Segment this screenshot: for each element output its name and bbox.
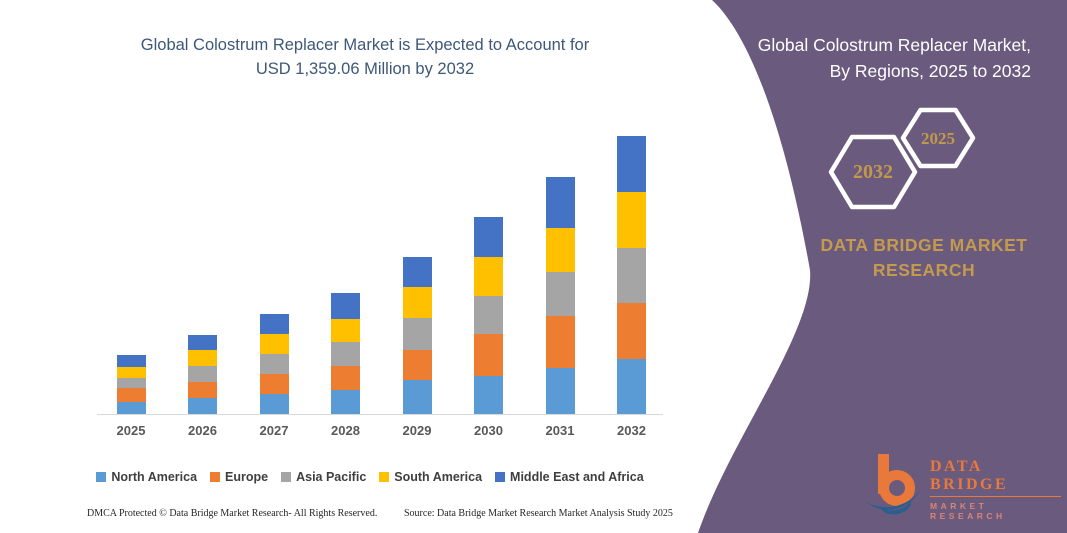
x-axis-label: 2026 (188, 423, 217, 438)
brand-text: DATA BRIDGE MARKET RESEARCH (814, 233, 1034, 283)
bar-segment (617, 191, 646, 248)
bar-segment (474, 216, 503, 258)
chart-title-line2: USD 1,359.06 Million by 2032 (255, 60, 475, 78)
legend: North America Europe Asia Pacific South Ame… (70, 470, 670, 484)
bar-2027 (259, 313, 289, 414)
bar-segment (259, 374, 289, 394)
hexagon-year-2025: 2025 (921, 129, 955, 148)
right-panel-curve (698, 0, 1067, 533)
footer-source: Source: Data Bridge Market Research Mark… (404, 508, 673, 519)
hexagon-2032-icon (828, 134, 918, 210)
bar-segment (545, 315, 575, 369)
legend-label: Middle East and Africa (510, 470, 644, 484)
brand-text-line1: DATA BRIDGE MARKET (820, 235, 1028, 255)
bar-segment (545, 176, 575, 228)
x-axis-label: 2027 (259, 423, 289, 438)
legend-item: South America (379, 470, 482, 484)
right-panel-title-line2: By Regions, 2025 to 2032 (829, 61, 1031, 81)
bar-segment (116, 401, 146, 414)
bar-segment (545, 272, 575, 316)
bar-2028 (331, 293, 360, 414)
bar-segment (402, 256, 432, 288)
x-axis-labels: 2025 2026 2027 2028 2029 2030 2031 2032 (97, 423, 663, 441)
chart-title: Global Colostrum Replacer Market is Expe… (60, 33, 670, 81)
logo-subtitle: MARKET RESEARCH (930, 501, 1006, 521)
legend-item: Middle East and Africa (495, 470, 644, 484)
logo-b-icon (866, 454, 924, 515)
bar-segment (188, 366, 217, 382)
bar-segment (188, 398, 217, 414)
bar-segment (331, 293, 360, 319)
dbmr-logo: DATA BRIDGE MARKET RESEARCH (866, 450, 1061, 522)
right-panel-title: Global Colostrum Replacer Market, By Reg… (701, 32, 1031, 84)
bar-segment (331, 341, 360, 366)
bar-segment (402, 349, 432, 381)
legend-swatch-icon (495, 472, 506, 482)
bar-segment (331, 318, 360, 342)
bar-segment (402, 287, 432, 319)
bar-segment (188, 381, 217, 399)
legend-swatch-icon (96, 472, 107, 482)
bar-segment (617, 247, 646, 303)
bar-segment (474, 257, 503, 296)
bar-2029 (402, 256, 432, 414)
legend-label: Europe (225, 470, 269, 484)
bar-segment (116, 388, 146, 402)
hexagon-year-2032: 2032 (853, 161, 893, 183)
x-axis-label: 2032 (617, 423, 646, 438)
logo-title: DATA BRIDGE (930, 458, 1061, 497)
bar-segment (331, 389, 360, 414)
legend-swatch-icon (281, 472, 292, 482)
legend-item: Asia Pacific (281, 470, 366, 484)
legend-label: South America (394, 470, 483, 484)
bar-2032 (617, 136, 646, 414)
x-axis-label: 2030 (474, 423, 503, 438)
bar-2031 (545, 176, 575, 414)
bar-segment (116, 377, 146, 389)
bar-segment (474, 376, 503, 414)
footer-dmca: DMCA Protected © Data Bridge Market Rese… (87, 508, 378, 519)
bar-segment (259, 393, 289, 414)
bar-segment (331, 365, 360, 390)
bar-2025 (116, 354, 146, 414)
brand-text-line2: RESEARCH (872, 260, 976, 280)
bar-2026 (188, 334, 217, 414)
legend-item: Europe (210, 470, 268, 484)
bar-segment (188, 350, 217, 367)
legend-swatch-icon (379, 472, 390, 482)
bar-segment (474, 333, 503, 377)
x-axis-label: 2029 (402, 423, 432, 438)
legend-swatch-icon (210, 472, 221, 482)
bar-segment (116, 366, 146, 378)
hexagon-2025-icon (900, 107, 976, 169)
plot-area (97, 130, 663, 415)
x-axis-label: 2025 (116, 423, 146, 438)
right-panel-title-line1: Global Colostrum Replacer Market, (757, 35, 1031, 55)
footer: DMCA Protected © Data Bridge Market Rese… (0, 508, 680, 528)
bar-segment (116, 354, 146, 367)
chart-title-line1: Global Colostrum Replacer Market is Expe… (140, 36, 590, 54)
x-axis-label: 2031 (545, 423, 575, 438)
legend-label: Asia Pacific (296, 470, 367, 484)
bar-segment (188, 334, 217, 351)
bar-segment (402, 380, 432, 414)
x-axis-label: 2028 (331, 423, 360, 438)
bar-2030 (474, 216, 503, 414)
bar-segment (617, 358, 646, 414)
bar-segment (259, 353, 289, 375)
bar-segment (259, 313, 289, 334)
bar-segment (617, 136, 646, 192)
bar-segment (545, 368, 575, 414)
legend-item: North America (96, 470, 197, 484)
legend-label: North America (111, 470, 198, 484)
bar-segment (617, 302, 646, 359)
right-panel-background (698, 0, 1067, 533)
bar-segment (474, 295, 503, 334)
bar-segment (402, 318, 432, 350)
bar-segment (545, 227, 575, 273)
bar-segment (259, 333, 289, 354)
